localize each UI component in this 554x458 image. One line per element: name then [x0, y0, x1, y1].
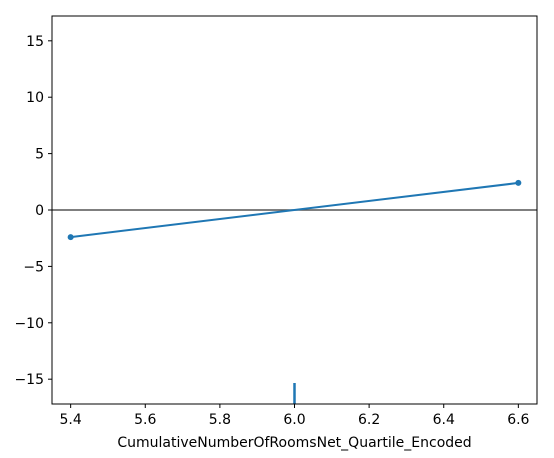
- x-tick-label: 6.2: [358, 412, 380, 428]
- y-tick-label: −15: [14, 372, 44, 388]
- y-tick-label: 5: [35, 147, 44, 163]
- y-tick-label: −5: [23, 259, 44, 275]
- series-line: [70, 181, 519, 239]
- x-tick-label: 5.6: [134, 412, 156, 428]
- y-tick-label: 10: [26, 90, 44, 106]
- x-tick-label: 6.6: [507, 412, 529, 428]
- x-tick-label: 6.0: [283, 412, 305, 428]
- x-axis: 5.4 5.6 5.8 6.0 6.2 6.4 6.6: [60, 404, 530, 428]
- x-tick-label: 5.4: [60, 412, 82, 428]
- series-markers: [67, 179, 522, 241]
- y-tick-label: −10: [14, 316, 44, 332]
- plot-area: [52, 179, 537, 404]
- y-axis: 15 10 5 0 −5 −10 −15: [14, 34, 52, 388]
- x-tick-label: 5.8: [209, 412, 231, 428]
- y-tick-label: 15: [26, 34, 44, 50]
- x-tick-label: 6.4: [433, 412, 455, 428]
- data-point: [515, 179, 522, 186]
- data-point: [67, 234, 74, 241]
- y-tick-label: 0: [35, 203, 44, 219]
- x-axis-label: CumulativeNumberOfRoomsNet_Quartile_Enco…: [117, 435, 471, 451]
